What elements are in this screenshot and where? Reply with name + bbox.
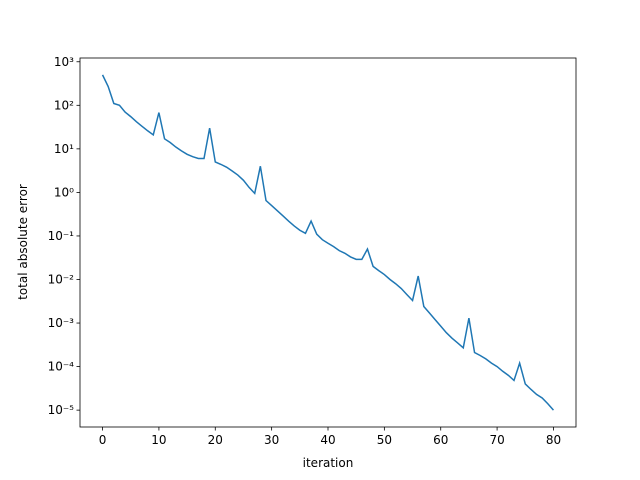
x-tick-label: 50 (377, 433, 392, 447)
x-tick-label: 0 (99, 433, 107, 447)
y-tick-label: 10² (54, 98, 74, 112)
plot-frame (79, 57, 577, 428)
x-tick-label: 10 (151, 433, 166, 447)
y-tick-label: 10⁻³ (48, 316, 75, 330)
y-tick-label: 10³ (54, 55, 74, 69)
x-axis-label: iteration (303, 456, 354, 470)
x-tick-label: 80 (546, 433, 561, 447)
y-tick-label: 10⁻² (48, 272, 75, 286)
y-tick-label: 10¹ (54, 142, 74, 156)
y-axis-label: total absolute error (16, 184, 30, 300)
x-tick-label: 20 (208, 433, 223, 447)
y-tick-label: 10⁰ (54, 185, 74, 199)
y-tick-label: 10⁻⁵ (48, 403, 75, 417)
x-tick-label: 40 (320, 433, 335, 447)
x-tick-label: 30 (264, 433, 279, 447)
line (101, 74, 555, 411)
x-tick-label: 60 (433, 433, 448, 447)
y-tick-label: 10⁻⁴ (48, 360, 75, 374)
x-tick-label: 70 (489, 433, 504, 447)
y-tick-label: 10⁻¹ (48, 229, 75, 243)
